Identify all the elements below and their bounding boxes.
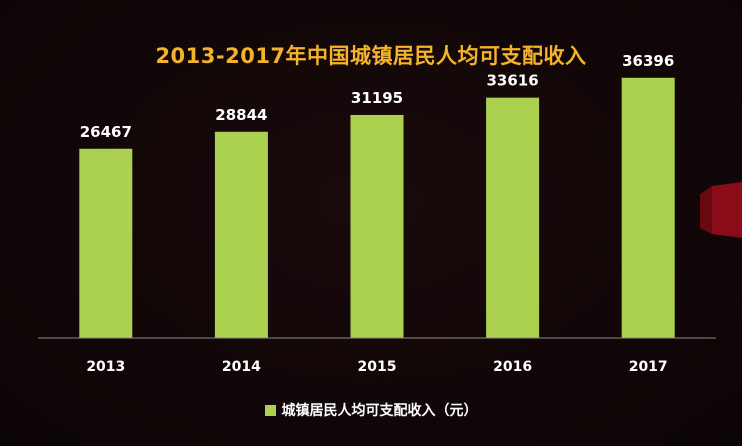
red-cube-decoration [700, 182, 742, 238]
legend-swatch [264, 405, 276, 416]
x-tick-label-2013: 2013 [86, 359, 125, 375]
chart-title: 2013-2017年中国城镇居民人均可支配收入 [155, 44, 587, 68]
x-tick-label-2015: 2015 [358, 359, 397, 375]
bar-2015 [350, 114, 404, 338]
data-label-2014: 28844 [215, 106, 267, 124]
x-tick-label-2017: 2017 [629, 359, 668, 375]
data-label-2017: 36396 [622, 52, 674, 70]
bar-2013 [79, 148, 133, 338]
data-label-2016: 33616 [487, 72, 539, 90]
data-label-2015: 31195 [351, 89, 403, 107]
x-tick-label-2014: 2014 [222, 359, 261, 375]
legend-label: 城镇居民人均可支配收入（元） [281, 403, 478, 419]
data-label-2013: 26467 [80, 123, 132, 141]
bar-2017 [621, 77, 675, 338]
x-tick-label-2016: 2016 [493, 359, 532, 375]
bar-2014 [214, 131, 268, 338]
legend: 城镇居民人均可支配收入（元） [0, 400, 742, 420]
bar-2016 [486, 97, 540, 338]
